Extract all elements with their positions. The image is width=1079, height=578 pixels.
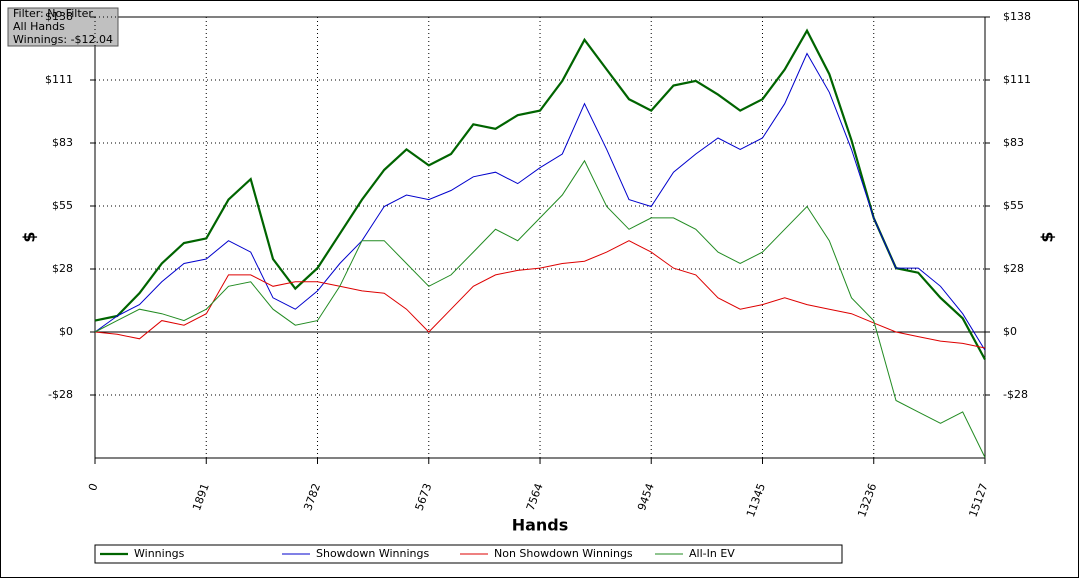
y-tick-label: $83 xyxy=(52,136,73,149)
legend-label: All-In EV xyxy=(689,547,735,560)
y-tick-label: $0 xyxy=(1003,325,1017,338)
y-tick-label: $28 xyxy=(52,262,73,275)
y-tick-label: $0 xyxy=(59,325,73,338)
y-tick-label: -$28 xyxy=(1003,388,1028,401)
y-axis-label: $ xyxy=(1038,231,1057,242)
y-tick-label: $55 xyxy=(1003,199,1024,212)
legend-label: Showdown Winnings xyxy=(316,547,430,560)
series-line xyxy=(94,159,986,458)
y-tick-label: $111 xyxy=(1003,73,1031,86)
y-tick-label: $111 xyxy=(45,73,73,86)
series-line xyxy=(94,52,986,351)
y-tick-label: $55 xyxy=(52,199,73,212)
x-tick-label: 0 xyxy=(86,482,101,493)
series-line xyxy=(94,28,986,361)
y-tick-label: $138 xyxy=(1003,10,1031,23)
info-text: Winnings: -$12.04 xyxy=(13,33,113,46)
info-text: Filter: No Filter xyxy=(13,7,93,20)
x-axis-label: Hands xyxy=(512,516,569,535)
y-tick-label: $28 xyxy=(1003,262,1024,275)
series-line xyxy=(94,240,986,349)
info-text: All Hands xyxy=(13,20,65,33)
y-tick-label: $138 xyxy=(45,10,73,23)
info-box xyxy=(7,7,119,47)
legend-label: Non Showdown Winnings xyxy=(494,547,633,560)
y-axis-label: $ xyxy=(20,231,39,242)
y-tick-label: $83 xyxy=(1003,136,1024,149)
legend-label: Winnings xyxy=(134,547,185,560)
y-tick-label: -$28 xyxy=(48,388,73,401)
